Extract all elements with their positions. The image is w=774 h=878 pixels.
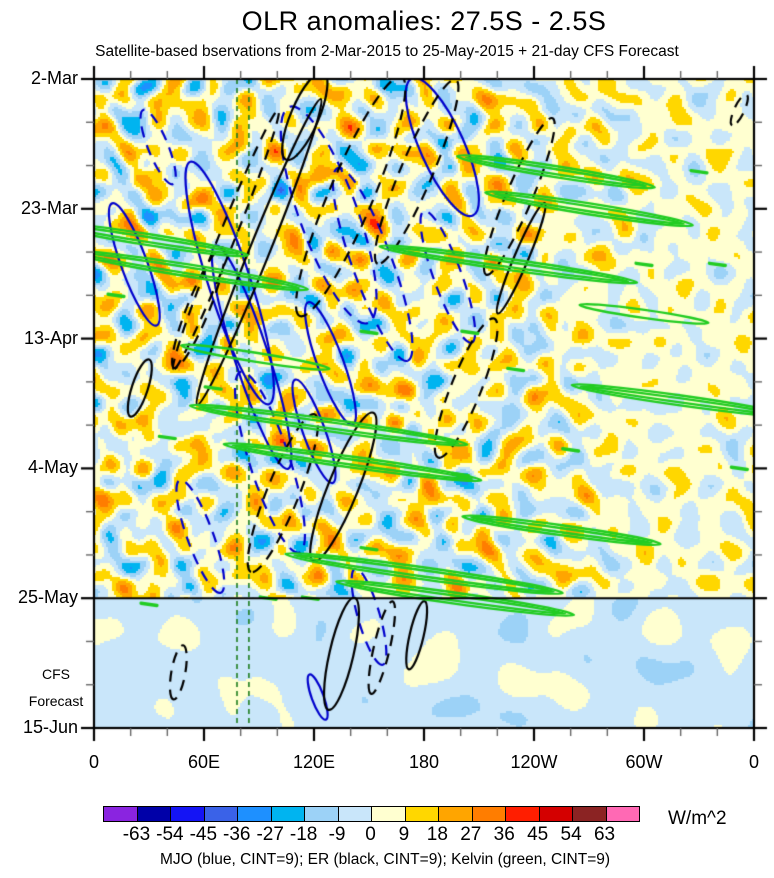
colorbar-label-27: 27 <box>460 824 482 845</box>
colorbar-cell-14 <box>573 807 607 821</box>
colorbar-label-36: 36 <box>493 824 515 845</box>
x-tick-label-3-180: 180 <box>408 752 440 772</box>
colorbar-label-45: 45 <box>527 824 549 845</box>
x-tick-label-4-120W: 120W <box>510 752 558 772</box>
colorbar-cell-1 <box>137 807 171 821</box>
colorbar-cell-9 <box>405 807 439 821</box>
colorbar-label-54: 54 <box>560 824 582 845</box>
colorbar-cell-0 <box>104 807 138 821</box>
colorbar-units-label: W/m^2 <box>668 808 727 829</box>
y-tick-label-25-May: 25-May <box>17 587 78 608</box>
colorbar-label-9: 9 <box>398 824 410 845</box>
legend-caption: MJO (blue, CINT=9); ER (black, CINT=9); … <box>159 851 611 868</box>
colorbar-label--54: -54 <box>156 824 184 845</box>
colorbar-cell-10 <box>439 807 473 821</box>
page-title: OLR anomalies: 27.5S - 2.5S <box>241 6 607 36</box>
x-tick-label-2-120E: 120E <box>292 752 336 772</box>
colorbar-cell-13 <box>539 807 573 821</box>
colorbar-tick-labels: -63 -54 -45 -36 -27 -18 -9 0 9 18 27 36 45 54 63 <box>103 824 638 846</box>
colorbar-cell-3 <box>204 807 238 821</box>
colorbar <box>103 806 640 822</box>
colorbar-label--63: -63 <box>122 824 151 845</box>
forecast-label-line2: Forecast <box>28 693 84 709</box>
colorbar-cell-11 <box>472 807 506 821</box>
colorbar-cell-6 <box>305 807 339 821</box>
colorbar-label--9: -9 <box>328 824 346 845</box>
x-tick-label-1-60E: 60E <box>187 752 221 772</box>
colorbar-cell-7 <box>338 807 372 821</box>
colorbar-cell-5 <box>271 807 305 821</box>
colorbar-label-18: 18 <box>426 824 448 845</box>
colorbar-cell-8 <box>372 807 406 821</box>
colorbar-label-63: 63 <box>593 824 616 845</box>
colorbar-cell-2 <box>171 807 205 821</box>
colorbar-cell-15 <box>606 807 639 821</box>
colorbar-label--27: -27 <box>256 824 284 845</box>
forecast-label-line1: CFS <box>42 666 70 682</box>
colorbar-label--36: -36 <box>223 824 251 845</box>
x-tick-label-0-0: 0 <box>88 752 100 772</box>
colorbar-label--45: -45 <box>189 824 218 845</box>
y-tick-label-2-Mar: 2-Mar <box>30 68 78 88</box>
colorbar-label-0: 0 <box>365 824 376 845</box>
colorbar-label--18: -18 <box>289 824 318 845</box>
colorbar-cell-12 <box>506 807 540 821</box>
colorbar-cell-4 <box>238 807 272 821</box>
x-tick-label-5-60W: 60W <box>625 752 663 772</box>
x-tick-label-6-0: 0 <box>748 752 760 772</box>
y-tick-label-15-Jun: 15-Jun <box>22 717 78 737</box>
y-tick-label-13-Apr: 13-Apr <box>23 327 78 348</box>
plot-subtitle: Satellite-based bservations from 2-Mar-2… <box>95 43 679 60</box>
y-tick-label-4-May: 4-May <box>27 457 78 478</box>
forecast-region-label: CFS Forecast <box>14 661 98 715</box>
y-tick-label-23-Mar: 23-Mar <box>20 197 78 218</box>
